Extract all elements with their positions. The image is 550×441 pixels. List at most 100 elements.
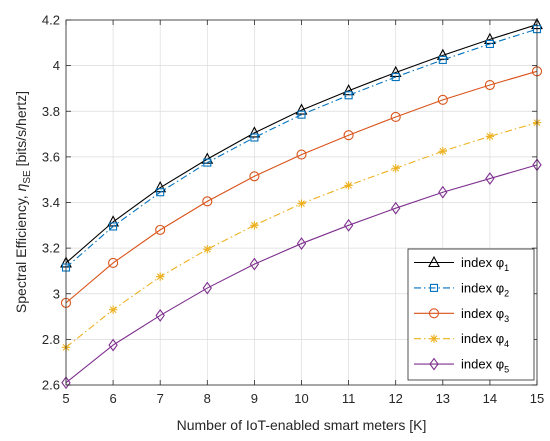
series-2-point bbox=[485, 39, 494, 49]
series-4-point bbox=[391, 164, 400, 173]
series-3-point bbox=[437, 94, 448, 105]
x-tick-label: 13 bbox=[436, 391, 450, 406]
ticks: 5 6 7 8 9 10 11 12 13 14 152.62.833.23.43.63.844.2 bbox=[42, 13, 544, 407]
series-1-point bbox=[342, 84, 355, 96]
legend-label-main: index φ bbox=[461, 255, 504, 270]
legend-label-subscript: 4 bbox=[504, 339, 509, 349]
series-5-point bbox=[108, 338, 118, 352]
x-axis-label: Number of IoT-enabled smart meters [K] bbox=[177, 417, 427, 433]
legend-item-3: index φ3 bbox=[414, 306, 509, 324]
series-5-point bbox=[61, 376, 71, 390]
series-2-point bbox=[344, 91, 353, 100]
series-4-point bbox=[156, 272, 165, 281]
series-4-point-stroke bbox=[439, 147, 447, 155]
legend-label-subscript: 1 bbox=[504, 263, 509, 273]
series-5-point bbox=[249, 257, 260, 271]
series-1-line bbox=[65, 24, 538, 264]
y-axis-label-prefix: Spectral Efficiency, bbox=[13, 191, 29, 313]
y-axis-label-unit: [bits/s/hertz] bbox=[13, 91, 29, 170]
series-4-point-stroke bbox=[156, 273, 164, 281]
y-tick-label: 2.6 bbox=[42, 378, 60, 393]
y-tick-label: 4.2 bbox=[42, 13, 60, 28]
x-tick-label: 15 bbox=[530, 391, 544, 406]
legend-label-main: index φ bbox=[461, 357, 504, 372]
series-5-point bbox=[343, 218, 354, 232]
y-axis-label: Spectral Efficiency, ηSE [bits/s/hertz] bbox=[13, 91, 33, 313]
y-tick-label: 3 bbox=[53, 286, 60, 301]
series-4-point-stroke bbox=[392, 164, 400, 172]
series-3-point bbox=[249, 171, 260, 182]
series-2 bbox=[61, 25, 542, 272]
y-tick-label: 3.8 bbox=[42, 104, 60, 119]
series-5-point bbox=[391, 201, 401, 215]
legend-label-subscript: 3 bbox=[504, 314, 509, 324]
series-2-point bbox=[438, 55, 447, 64]
series-4-point-stroke bbox=[298, 200, 305, 208]
series-3-point bbox=[202, 196, 213, 207]
series-4-point bbox=[297, 199, 306, 208]
series-4-point bbox=[250, 221, 259, 230]
legend-marker-stroke bbox=[430, 335, 438, 343]
y-axis-label-symbol: η bbox=[13, 183, 29, 191]
x-tick-label: 5 bbox=[62, 391, 69, 406]
legend-label: index φ1 bbox=[461, 255, 509, 273]
series-1-point bbox=[436, 48, 449, 60]
series-2-point bbox=[156, 188, 165, 197]
y-axis-label-subscript: SE bbox=[22, 170, 33, 184]
series-5-point bbox=[202, 281, 212, 295]
series-2-point bbox=[391, 72, 400, 82]
series-3-point bbox=[343, 130, 354, 141]
legend-item-5: index φ5 bbox=[414, 357, 509, 375]
legend-marker bbox=[429, 334, 439, 343]
series-5-point bbox=[485, 172, 495, 185]
series-5 bbox=[61, 158, 542, 390]
y-tick-label: 2.8 bbox=[42, 332, 60, 347]
legend-item-2: index φ2 bbox=[414, 280, 509, 298]
legend-marker bbox=[428, 255, 440, 268]
x-tick-label: 9 bbox=[251, 391, 258, 406]
series-4-point bbox=[203, 245, 212, 254]
legend-marker bbox=[429, 357, 439, 371]
legend-label-main: index φ bbox=[461, 280, 504, 295]
y-tick-label: 3.6 bbox=[42, 149, 60, 164]
series-4-point-stroke bbox=[345, 182, 352, 189]
series-4-point bbox=[485, 132, 495, 141]
legend-box bbox=[407, 248, 535, 381]
x-tick-label: 8 bbox=[204, 391, 211, 406]
series-4-point-stroke bbox=[251, 221, 258, 229]
series-2-point bbox=[250, 133, 259, 142]
legend-item-4: index φ4 bbox=[414, 331, 509, 349]
x-tick-label: 7 bbox=[157, 391, 164, 406]
series-1-point bbox=[248, 126, 261, 138]
legend-item-1: index φ1 bbox=[414, 255, 509, 273]
legend-label: index φ5 bbox=[461, 357, 509, 375]
series-4-point bbox=[438, 146, 447, 156]
x-tick-label: 12 bbox=[388, 391, 402, 406]
legend-label-subscript: 5 bbox=[504, 365, 509, 375]
legend-label: index φ4 bbox=[461, 331, 509, 349]
series-4-point bbox=[108, 305, 118, 314]
series-2-line bbox=[65, 28, 538, 268]
y-tick-label: 4 bbox=[53, 58, 60, 73]
legend-label-main: index φ bbox=[461, 331, 504, 346]
legend-label: index φ3 bbox=[461, 306, 509, 324]
legend-label-main: index φ bbox=[461, 306, 504, 321]
legend-marker bbox=[428, 308, 440, 319]
legend-marker bbox=[429, 283, 439, 292]
series-2-point bbox=[109, 222, 118, 231]
series-3-point bbox=[296, 149, 307, 160]
series-4 bbox=[61, 118, 542, 352]
series-4-point bbox=[344, 181, 353, 190]
series-2-point bbox=[297, 110, 306, 119]
x-tick-label: 11 bbox=[342, 391, 356, 406]
series-layer bbox=[60, 17, 543, 390]
legend-label-subscript: 2 bbox=[504, 288, 509, 298]
x-tick-label: 10 bbox=[294, 391, 308, 406]
legend-label: index φ2 bbox=[461, 280, 509, 298]
y-tick-label: 3.4 bbox=[42, 195, 60, 210]
series-3 bbox=[60, 66, 543, 308]
series-4-point-stroke bbox=[109, 306, 117, 314]
series-2-point bbox=[203, 158, 212, 167]
series-3-point bbox=[484, 79, 495, 91]
